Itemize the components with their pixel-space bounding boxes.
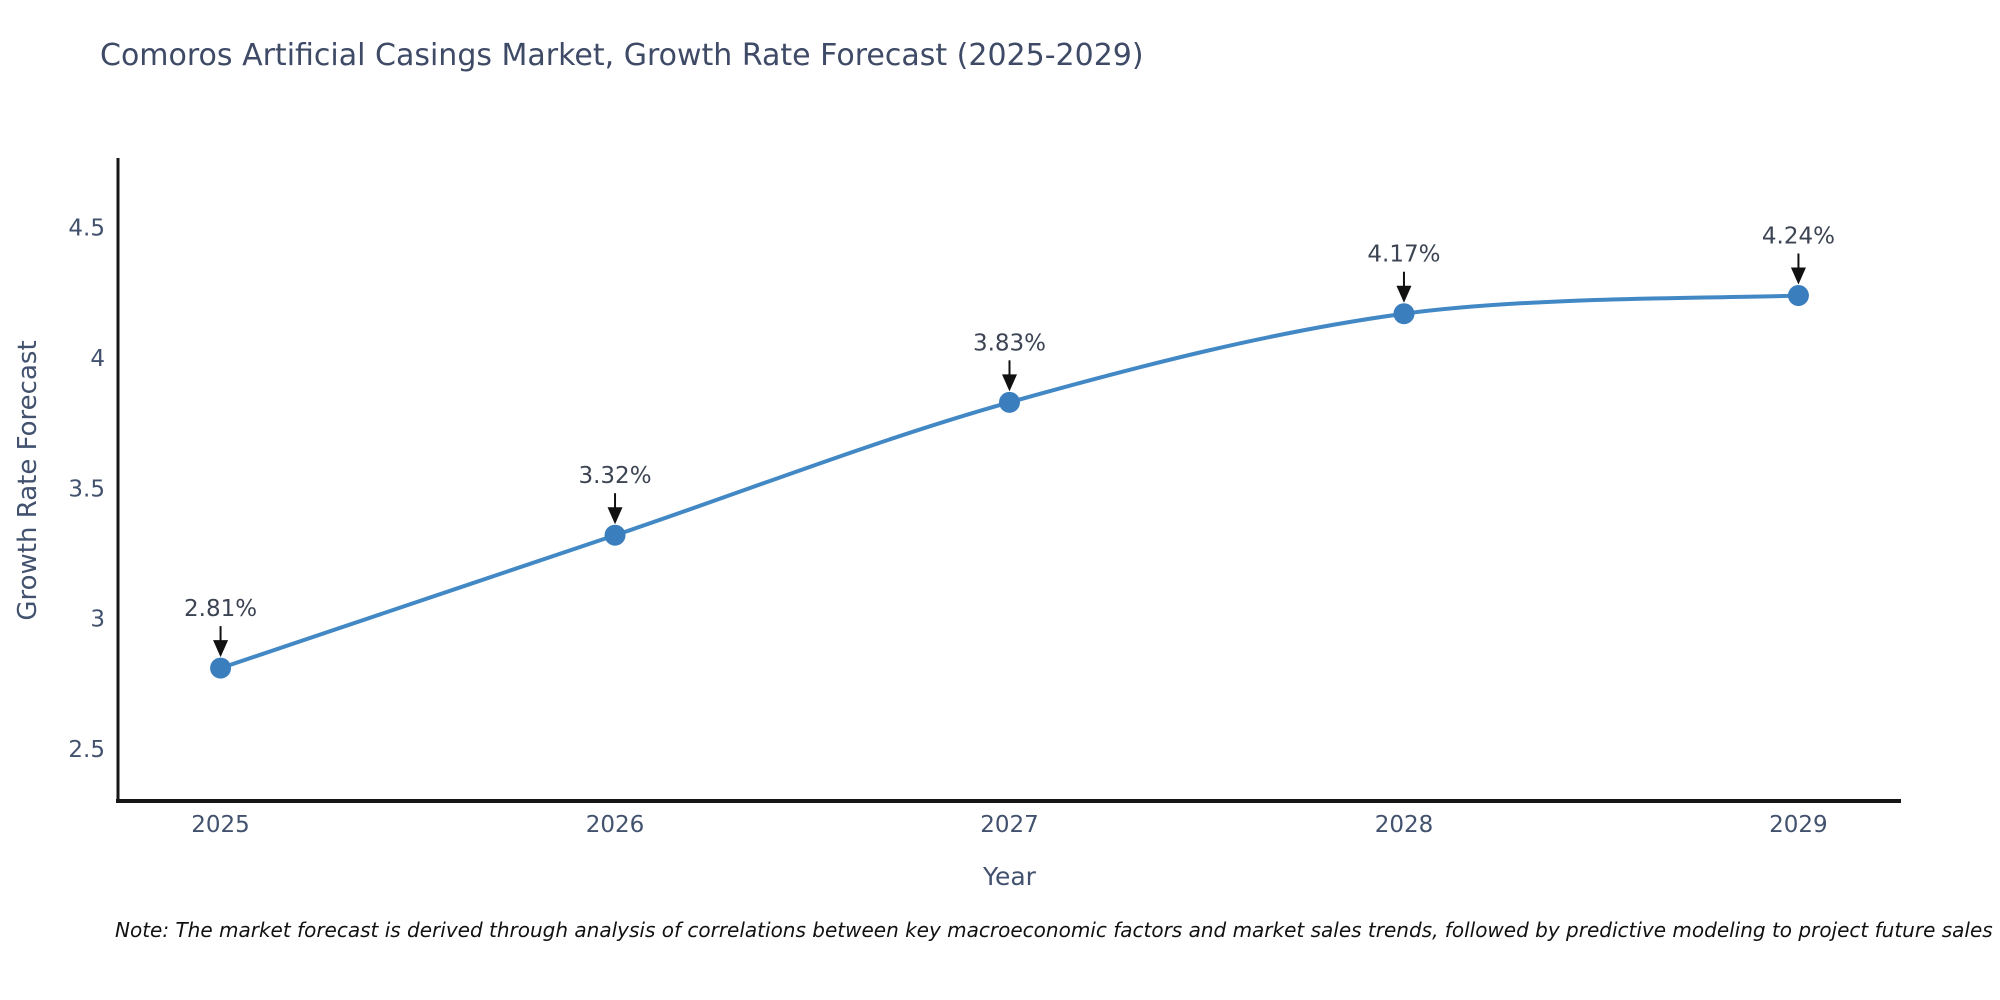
annotation-arrow-head	[607, 507, 623, 525]
x-tick-label: 2027	[980, 812, 1039, 838]
y-tick-label: 3	[90, 607, 105, 633]
data-point	[210, 657, 232, 679]
annotation-arrow-head	[1790, 267, 1806, 285]
y-tick-label: 4.5	[68, 216, 105, 242]
point-annotation-label: 4.17%	[1367, 242, 1440, 268]
x-axis-title: Year	[982, 862, 1037, 891]
data-point	[604, 524, 626, 546]
annotation-arrow-head	[213, 640, 229, 658]
y-tick-label: 3.5	[68, 476, 105, 502]
data-point	[1787, 284, 1809, 306]
x-tick-label: 2025	[191, 812, 250, 838]
annotation-arrow-head	[1396, 285, 1412, 303]
annotation-arrow-head	[1002, 374, 1017, 392]
x-tick-label: 2029	[1769, 812, 1828, 838]
data-point	[1393, 303, 1415, 325]
point-annotation-label: 2.81%	[184, 596, 257, 622]
y-axis-title: Growth Rate Forecast	[13, 340, 43, 620]
y-tick-label: 4	[90, 346, 105, 372]
point-annotation-label: 3.83%	[973, 330, 1046, 356]
forecast-note: Note: The market forecast is derived thr…	[115, 918, 1993, 942]
x-tick-label: 2026	[586, 812, 645, 838]
y-tick-label: 2.5	[68, 737, 105, 763]
chart-title: Comoros Artificial Casings Market, Growt…	[100, 38, 1144, 73]
data-point	[999, 391, 1020, 413]
point-annotation-label: 4.24%	[1762, 223, 1835, 249]
point-annotation-label: 3.32%	[578, 463, 651, 489]
x-tick-label: 2028	[1375, 812, 1434, 838]
